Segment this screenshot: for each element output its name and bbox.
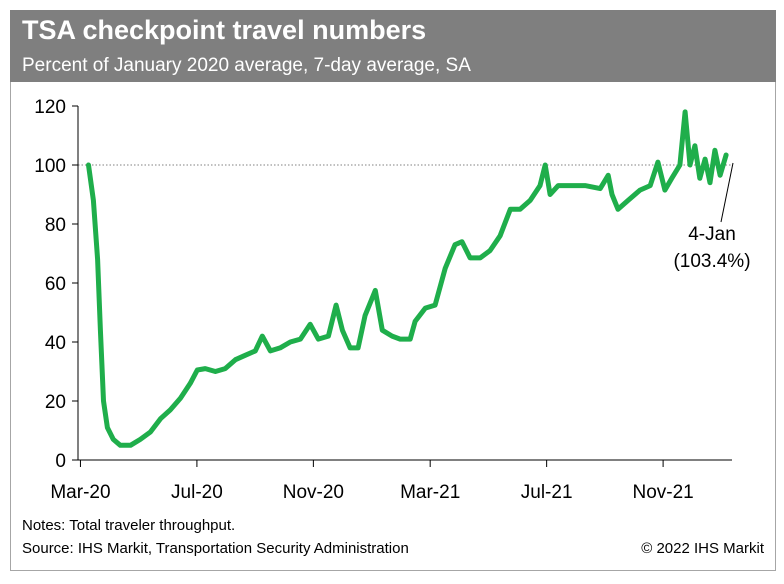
chart-frame [10,10,776,571]
annotation: (103.4%) [673,251,750,272]
annotation: 4-Jan [688,224,736,245]
x-tick-label: Mar-20 [50,482,110,503]
x-tick-label: Nov-21 [632,482,693,503]
x-tick-label: Mar-21 [400,482,460,503]
x-tick-label: Nov-20 [283,482,344,503]
y-tick-label: 60 [45,274,66,295]
series-line [86,109,729,448]
annotation-leader [720,162,734,223]
x-tick-label: Jul-20 [171,482,223,503]
y-tick-label: 40 [45,333,66,354]
chart-title: TSA checkpoint travel numbers [22,15,426,45]
y-tick-label: 80 [45,215,66,236]
notes: Notes: Total traveler throughput. [22,517,235,534]
header-band [10,10,776,82]
source: Source: IHS Markit, Transportation Secur… [22,540,409,557]
chart-subtitle: Percent of January 2020 average, 7-day a… [22,55,471,76]
y-tick-label: 100 [34,156,66,177]
copyright: © 2022 IHS Markit [641,540,765,557]
y-tick-label: 20 [45,392,66,413]
y-tick-label: 0 [55,451,66,472]
y-tick-label: 120 [34,97,66,118]
x-tick-label: Jul-21 [521,482,573,503]
